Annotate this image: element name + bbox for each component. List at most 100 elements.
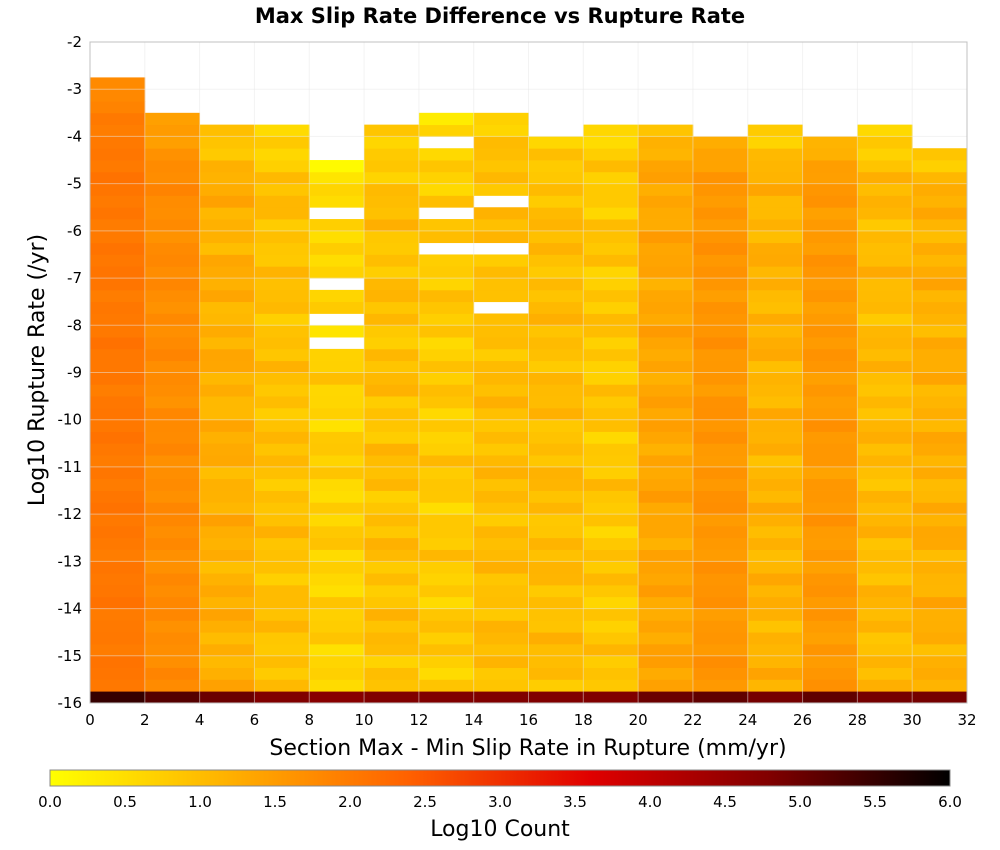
y-tick-label: -15 — [58, 647, 83, 665]
heatmap-cell — [418, 396, 475, 409]
heatmap-cell — [802, 360, 858, 373]
heatmap-cell — [912, 266, 968, 279]
heatmap-cell — [418, 596, 475, 609]
heatmap-cell — [473, 372, 529, 385]
heatmap-cell — [857, 183, 913, 196]
heatmap-cell — [802, 537, 858, 550]
heatmap-cell — [802, 183, 858, 196]
heatmap-cell — [692, 525, 749, 539]
heatmap-cell — [912, 171, 968, 185]
heatmap-cell — [309, 643, 365, 657]
heatmap-cell — [364, 360, 420, 373]
heatmap-cell — [857, 160, 913, 173]
heatmap-cell — [309, 502, 365, 515]
heatmap-cell — [747, 655, 803, 668]
heatmap-cell — [90, 478, 146, 491]
heatmap-cell — [802, 195, 858, 208]
heatmap-cell — [309, 443, 365, 456]
heatmap-cell — [90, 289, 146, 303]
heatmap-cell — [638, 136, 694, 149]
heatmap-cell — [90, 596, 146, 609]
colorbar-tick-label: 2.0 — [338, 793, 362, 811]
heatmap-cell — [90, 632, 146, 645]
heatmap-cell — [528, 337, 584, 350]
heatmap-cell — [528, 655, 584, 668]
heatmap-cell — [802, 207, 858, 220]
heatmap-cell — [90, 301, 146, 314]
heatmap-cell — [638, 584, 694, 598]
heatmap-cell — [747, 466, 803, 480]
heatmap-cell — [692, 419, 749, 432]
heatmap-cell — [144, 266, 201, 279]
heatmap-cell — [528, 490, 584, 503]
heatmap-cell — [473, 407, 529, 421]
heatmap-cell — [364, 171, 420, 185]
heatmap-cell — [364, 455, 420, 468]
heatmap-cell — [692, 561, 749, 574]
heatmap-cell — [802, 372, 858, 385]
heatmap-cell — [418, 691, 475, 704]
heatmap-cell — [747, 313, 803, 326]
heatmap-cell — [364, 396, 420, 409]
heatmap-cell — [747, 337, 803, 350]
heatmap-cell — [473, 525, 529, 539]
heatmap-cell — [364, 372, 420, 385]
heatmap-cell — [254, 301, 310, 314]
heatmap-cell — [418, 313, 475, 326]
heatmap-cell — [418, 466, 475, 480]
heatmap-cell — [583, 667, 639, 680]
heatmap-cell — [254, 195, 310, 208]
heatmap-cell — [692, 655, 749, 668]
heatmap-cell — [528, 549, 584, 562]
y-tick-label: -14 — [58, 600, 83, 618]
heatmap-cell — [418, 502, 475, 515]
x-tick-label: 0 — [85, 711, 95, 729]
heatmap-cell — [309, 667, 365, 680]
heatmap-cell — [583, 195, 639, 208]
heatmap-cell — [912, 573, 968, 586]
heatmap-cell — [199, 490, 255, 503]
heatmap-cell — [528, 584, 584, 598]
heatmap-cell — [418, 183, 475, 196]
heatmap-cell — [638, 573, 694, 586]
heatmap-cell — [199, 691, 255, 704]
heatmap-cell — [90, 278, 146, 291]
heatmap-cell — [528, 289, 584, 303]
heatmap-cell — [638, 549, 694, 562]
heatmap-cell — [309, 183, 365, 196]
heatmap-cell — [857, 254, 913, 267]
heatmap-cell — [364, 691, 420, 704]
heatmap-cell — [473, 490, 529, 503]
heatmap-cell — [638, 337, 694, 350]
heatmap-cell — [747, 478, 803, 491]
heatmap-cell — [144, 455, 201, 468]
heatmap-cell — [364, 219, 420, 232]
heatmap-cell — [254, 596, 310, 609]
heatmap-cell — [90, 431, 146, 444]
heatmap-cell — [583, 608, 639, 621]
heatmap-cell — [583, 573, 639, 586]
heatmap-cell — [692, 301, 749, 314]
heatmap-cell — [802, 278, 858, 291]
heatmap-cell — [528, 396, 584, 409]
heatmap-cell — [528, 643, 584, 657]
heatmap-cell — [199, 443, 255, 456]
heatmap-cell — [90, 514, 146, 527]
heatmap-cell — [309, 396, 365, 409]
heatmap-cell — [528, 207, 584, 220]
heatmap-cell — [912, 372, 968, 385]
heatmap-cell — [199, 537, 255, 550]
x-tick-label: 14 — [464, 711, 483, 729]
heatmap-cell — [583, 325, 639, 338]
heatmap-cell — [90, 89, 146, 102]
heatmap-cell — [364, 254, 420, 267]
heatmap-cell — [692, 466, 749, 480]
heatmap-cell — [692, 266, 749, 279]
heatmap-cell — [583, 490, 639, 503]
heatmap-cell — [583, 124, 639, 137]
heatmap-cell — [309, 266, 365, 279]
heatmap-cell — [144, 632, 201, 645]
heatmap-cell — [912, 561, 968, 574]
heatmap-cell — [583, 632, 639, 645]
